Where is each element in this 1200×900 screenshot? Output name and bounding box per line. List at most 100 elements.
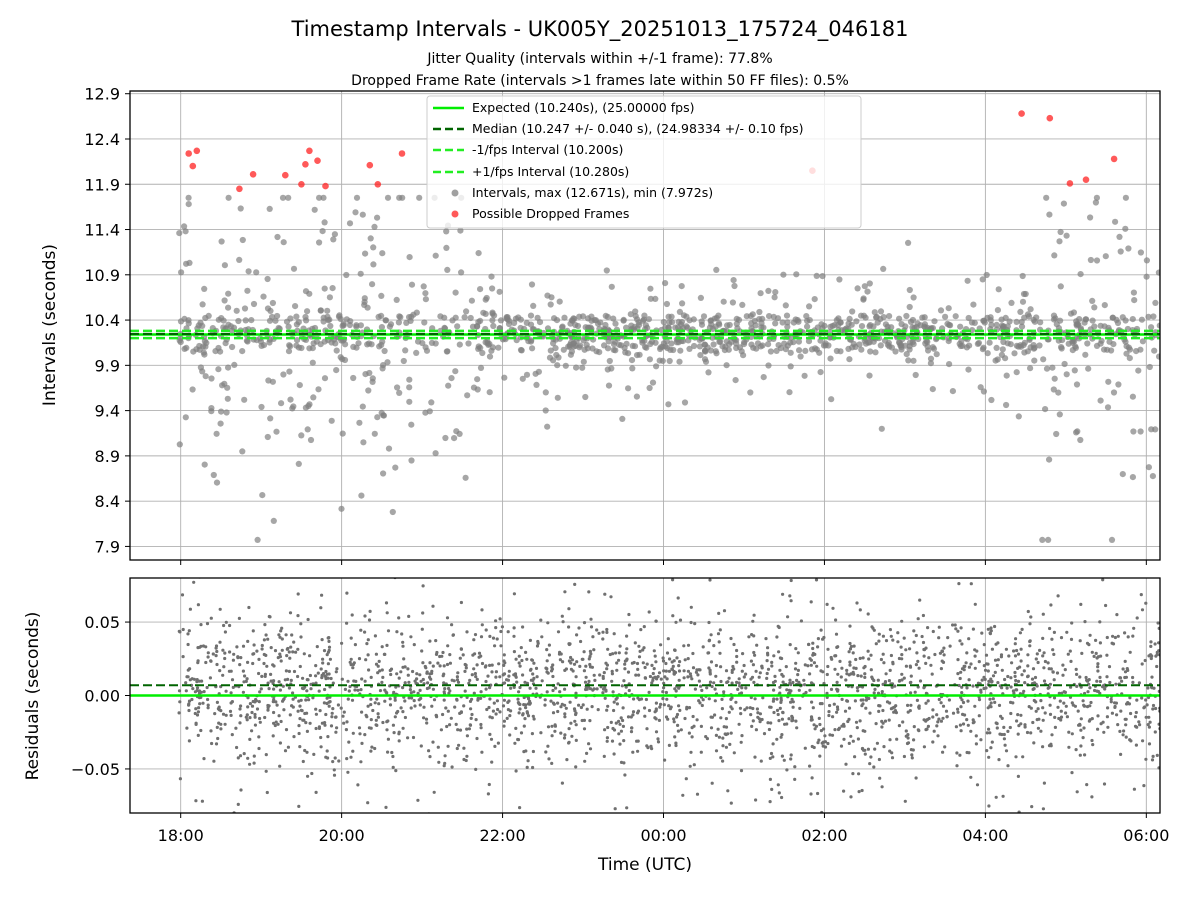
interval-point bbox=[486, 353, 494, 360]
residual-point bbox=[326, 676, 330, 680]
residual-point bbox=[966, 699, 970, 703]
interval-point bbox=[231, 361, 238, 368]
interval-point bbox=[945, 338, 952, 345]
residual-point bbox=[531, 749, 536, 754]
interval-point bbox=[185, 201, 192, 208]
residual-point bbox=[587, 679, 591, 684]
residual-point bbox=[223, 630, 227, 634]
interval-point bbox=[482, 310, 489, 317]
residual-point bbox=[679, 728, 683, 732]
residual-point bbox=[745, 706, 749, 710]
interval-point bbox=[1117, 248, 1124, 255]
residual-point bbox=[254, 699, 258, 703]
residual-point bbox=[873, 696, 877, 700]
legend-minus-interval: -1/fps Interval (10.200s) bbox=[472, 142, 623, 157]
interval-point bbox=[562, 362, 569, 369]
interval-point bbox=[784, 319, 791, 326]
intervals-y-tick-label: 11.4 bbox=[84, 221, 120, 240]
residual-point bbox=[475, 736, 479, 741]
residual-point bbox=[589, 652, 593, 656]
residual-point bbox=[869, 668, 873, 672]
residual-point bbox=[675, 715, 679, 719]
residual-point bbox=[937, 625, 941, 629]
interval-point bbox=[964, 277, 971, 284]
residual-point bbox=[219, 709, 223, 713]
residual-point bbox=[617, 651, 621, 655]
residual-point bbox=[713, 713, 717, 717]
residual-point bbox=[223, 656, 227, 661]
residual-point bbox=[789, 599, 793, 603]
residual-point bbox=[819, 628, 823, 632]
residual-point bbox=[854, 657, 858, 662]
residual-point bbox=[826, 664, 830, 669]
interval-point bbox=[316, 239, 323, 246]
residual-point bbox=[551, 663, 555, 667]
residual-point bbox=[960, 642, 964, 646]
residual-point bbox=[326, 650, 330, 654]
residual-point bbox=[334, 715, 338, 719]
residual-point bbox=[567, 625, 571, 629]
residual-point bbox=[346, 770, 350, 774]
residual-point bbox=[467, 727, 471, 731]
residual-point bbox=[632, 697, 636, 701]
residual-point bbox=[284, 669, 288, 673]
residual-point bbox=[419, 679, 423, 683]
interval-point bbox=[458, 269, 465, 276]
residual-point bbox=[709, 726, 714, 730]
interval-point bbox=[691, 342, 698, 350]
residual-point bbox=[214, 654, 218, 658]
residual-point bbox=[666, 637, 670, 641]
residual-point bbox=[789, 753, 793, 757]
interval-point bbox=[1081, 319, 1088, 326]
interval-point bbox=[528, 281, 536, 288]
residual-point bbox=[713, 687, 717, 691]
residual-point bbox=[1047, 744, 1052, 748]
residual-point bbox=[447, 691, 451, 695]
residual-point bbox=[246, 696, 250, 700]
residual-point bbox=[1047, 685, 1051, 690]
residual-point bbox=[1065, 630, 1069, 634]
residual-point bbox=[839, 675, 843, 679]
interval-point bbox=[553, 317, 561, 324]
residual-point bbox=[883, 719, 888, 723]
residual-point bbox=[522, 750, 526, 754]
residual-point bbox=[242, 752, 246, 756]
interval-point bbox=[274, 233, 281, 241]
residual-point bbox=[314, 664, 318, 668]
residual-point bbox=[627, 623, 632, 627]
interval-point bbox=[980, 388, 988, 395]
residual-point bbox=[881, 708, 885, 713]
residual-point bbox=[222, 623, 226, 628]
residual-point bbox=[1149, 640, 1153, 644]
interval-point bbox=[316, 194, 323, 201]
interval-point bbox=[378, 292, 385, 299]
residual-point bbox=[320, 638, 324, 642]
interval-point bbox=[1006, 318, 1013, 325]
interval-point bbox=[1143, 273, 1150, 280]
residual-point bbox=[605, 739, 609, 743]
residual-point bbox=[595, 628, 599, 632]
residual-point bbox=[407, 614, 411, 619]
interval-point bbox=[1087, 214, 1094, 221]
residual-point bbox=[619, 760, 624, 765]
residual-point bbox=[569, 721, 573, 725]
residual-point bbox=[883, 680, 888, 684]
residual-point bbox=[334, 730, 338, 734]
interval-point bbox=[369, 281, 376, 288]
residual-point bbox=[969, 582, 973, 586]
residual-point bbox=[305, 711, 309, 715]
residual-point bbox=[257, 700, 261, 704]
residual-point bbox=[316, 671, 320, 675]
residual-point bbox=[909, 691, 913, 695]
residual-point bbox=[768, 705, 772, 709]
residual-point bbox=[369, 703, 373, 707]
residual-point bbox=[784, 665, 788, 669]
residual-point bbox=[196, 733, 200, 738]
residual-point bbox=[667, 743, 672, 748]
residual-point bbox=[1116, 723, 1120, 727]
residual-point bbox=[958, 639, 962, 643]
residual-point bbox=[818, 722, 822, 727]
residual-point bbox=[1095, 656, 1099, 660]
residual-point bbox=[900, 672, 904, 676]
residual-point bbox=[904, 648, 908, 652]
